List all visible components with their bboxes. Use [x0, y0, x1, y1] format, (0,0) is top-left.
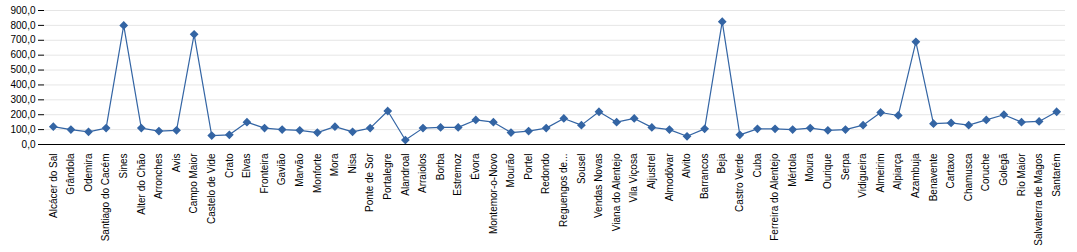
svg-text:Castro Verde: Castro Verde — [734, 153, 745, 212]
svg-text:Barrancos: Barrancos — [699, 154, 710, 200]
svg-text:600,0: 600,0 — [10, 49, 35, 60]
svg-text:Castelo de Vide: Castelo de Vide — [206, 153, 217, 224]
svg-text:Santarém: Santarém — [1051, 154, 1062, 197]
svg-text:Redondo: Redondo — [540, 153, 551, 194]
svg-text:Serpa: Serpa — [840, 153, 851, 180]
svg-text:Elvas: Elvas — [241, 154, 252, 178]
svg-text:Alpiarça: Alpiarça — [892, 153, 903, 190]
svg-text:Reguengos de...: Reguengos de... — [558, 154, 569, 227]
svg-text:Alandroal: Alandroal — [400, 154, 411, 196]
svg-text:Gavião: Gavião — [276, 153, 287, 185]
svg-text:Monforte: Monforte — [312, 153, 323, 193]
svg-text:700,0: 700,0 — [10, 34, 35, 45]
svg-text:Mértola: Mértola — [787, 153, 798, 187]
svg-text:Arronches: Arronches — [153, 154, 164, 200]
svg-text:Borba: Borba — [435, 153, 446, 180]
svg-text:Avis: Avis — [171, 154, 182, 173]
svg-text:Portalegre: Portalegre — [382, 153, 393, 200]
svg-text:Almeirim: Almeirim — [875, 154, 886, 193]
svg-text:Sines: Sines — [118, 154, 129, 179]
svg-text:Grândola: Grândola — [65, 153, 76, 195]
svg-text:Golegã: Golegã — [998, 153, 1009, 186]
svg-text:Vendas Novas: Vendas Novas — [593, 154, 604, 219]
svg-text:Coruche: Coruche — [980, 153, 991, 191]
svg-text:Sousel: Sousel — [576, 154, 587, 185]
svg-text:Odemira: Odemira — [83, 153, 94, 192]
svg-text:Marvão: Marvão — [294, 153, 305, 187]
svg-text:Portel: Portel — [523, 154, 534, 180]
svg-text:0,0: 0,0 — [22, 139, 36, 150]
svg-text:Cartaxo: Cartaxo — [945, 153, 956, 188]
svg-text:Nisa: Nisa — [347, 153, 358, 173]
svg-text:Salvaterra de Magos: Salvaterra de Magos — [1033, 154, 1044, 246]
svg-text:Campo Maior: Campo Maior — [188, 153, 199, 214]
svg-text:100,0: 100,0 — [10, 124, 35, 135]
svg-text:Mourão: Mourão — [505, 153, 516, 187]
svg-text:Aljustrel: Aljustrel — [646, 154, 657, 190]
svg-text:Moura: Moura — [804, 153, 815, 182]
svg-text:Évora: Évora — [469, 153, 481, 180]
svg-text:300,0: 300,0 — [10, 94, 35, 105]
svg-text:Almodôvar: Almodôvar — [664, 153, 675, 201]
svg-text:Ferreira do Alentejo: Ferreira do Alentejo — [769, 153, 780, 241]
svg-text:200,0: 200,0 — [10, 109, 35, 120]
svg-text:500,0: 500,0 — [10, 64, 35, 75]
svg-text:Benavente: Benavente — [928, 153, 939, 201]
svg-text:Alvito: Alvito — [681, 153, 692, 178]
svg-text:Ourique: Ourique — [822, 153, 833, 189]
svg-text:Cuba: Cuba — [752, 153, 763, 177]
svg-text:Viana do Alentejo: Viana do Alentejo — [611, 153, 622, 231]
svg-text:Vila Viçosa: Vila Viçosa — [628, 153, 639, 203]
svg-text:Rio Maior: Rio Maior — [1016, 153, 1027, 196]
svg-text:Alter do Chão: Alter do Chão — [136, 153, 147, 215]
svg-text:Beja: Beja — [716, 153, 727, 173]
svg-text:Alcácer do Sal: Alcácer do Sal — [48, 154, 59, 218]
svg-text:Arraiolos: Arraiolos — [417, 154, 428, 193]
svg-text:Mora: Mora — [329, 153, 340, 176]
svg-text:Chamusca: Chamusca — [963, 153, 974, 201]
svg-text:Ponte de Sor: Ponte de Sor — [364, 153, 375, 212]
svg-text:800,0: 800,0 — [10, 20, 35, 31]
svg-text:900,0: 900,0 — [10, 5, 35, 16]
svg-text:Fronteira: Fronteira — [259, 153, 270, 193]
svg-text:Estremoz: Estremoz — [452, 154, 463, 196]
svg-text:400,0: 400,0 — [10, 79, 35, 90]
svg-text:Crato: Crato — [224, 153, 235, 178]
svg-text:Santiago do Cacém: Santiago do Cacém — [100, 154, 111, 242]
svg-text:Azambuja: Azambuja — [910, 153, 921, 198]
svg-text:Montemor-o-Novo: Montemor-o-Novo — [488, 153, 499, 234]
svg-text:Vidigueira: Vidigueira — [857, 153, 868, 198]
